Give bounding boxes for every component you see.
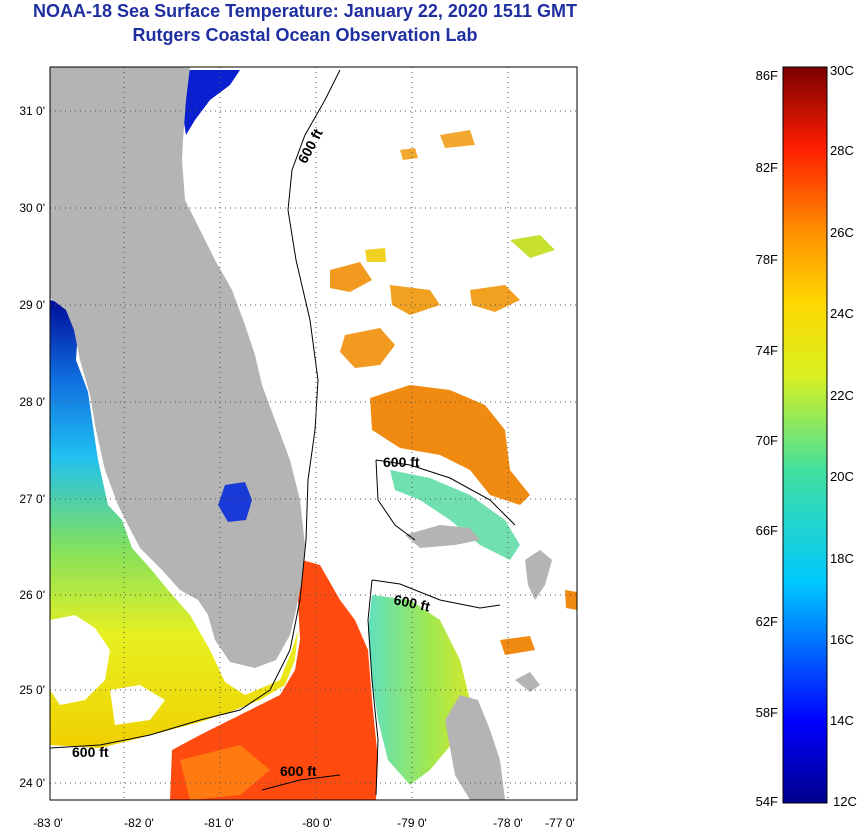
lon-tick-label: -81 0' [204, 816, 234, 830]
bahama-bank-sst [368, 595, 470, 785]
lon-tick-label: -82 0' [124, 816, 154, 830]
lat-tick-label: 26 0' [19, 588, 45, 602]
lat-tick-label: 27 0' [19, 492, 45, 506]
lat-tick-label: 25 0' [19, 683, 45, 697]
c-label: 14C [830, 713, 854, 728]
f-label: 74F [756, 343, 778, 358]
c-label: 28C [830, 143, 854, 158]
f-label: 70F [756, 433, 778, 448]
lon-tick-label: -80 0' [302, 816, 332, 830]
map-subtitle: Rutgers Coastal Ocean Observation Lab [132, 25, 478, 45]
colorbar-gradient [782, 66, 828, 804]
lat-tick-label: 24 0' [19, 776, 45, 790]
lon-tick-label: -79 0' [397, 816, 427, 830]
map-title: NOAA-18 Sea Surface Temperature: January… [33, 1, 577, 21]
lon-tick-label: -83 0' [33, 816, 63, 830]
andros-island [445, 695, 505, 800]
graticule [50, 67, 577, 800]
lat-tick-label: 29 0' [19, 298, 45, 312]
f-label: 78F [756, 252, 778, 267]
lat-tick-label: 31 0' [19, 104, 45, 118]
colorbar-fahrenheit-labels: 86F 82F 78F 74F 70F 66F 62F 58F 54F [756, 68, 778, 809]
f-label: 86F [756, 68, 778, 83]
contour-label-straits: 600 ft [280, 763, 317, 779]
c-label: 20C [830, 469, 854, 484]
contour-label-keys: 600 ft [72, 744, 109, 760]
f-label: 66F [756, 523, 778, 538]
lon-tick-label: -77 0' [545, 816, 575, 830]
f-label: 58F [756, 705, 778, 720]
f-label: 82F [756, 160, 778, 175]
c-label: 18C [830, 551, 854, 566]
map-panel: 600 ft 600 ft 600 ft 600 ft 600 ft -83 0… [19, 66, 578, 830]
c-label: 30C [830, 63, 854, 78]
c-label: 16C [830, 632, 854, 647]
c-label: 26C [830, 225, 854, 240]
c-label: 24C [830, 306, 854, 321]
f-label: 54F [756, 794, 778, 809]
colorbar-celsius-labels: 30C 28C 26C 24C 22C 20C 18C 16C 14C 12C [830, 63, 857, 809]
lon-tick-label: -78 0' [493, 816, 523, 830]
contour-label-bank: 600 ft [392, 591, 431, 614]
gulf-sst-field [50, 300, 298, 748]
f-label: 62F [756, 614, 778, 629]
longitude-axis: -83 0' -82 0' -81 0' -80 0' -79 0' -78 0… [33, 816, 575, 830]
lat-tick-label: 28 0' [19, 395, 45, 409]
c-label: 22C [830, 388, 854, 403]
c-label: 12C [833, 794, 857, 809]
atlantic-sst-patch [370, 385, 530, 505]
temperature-colorbar: 86F 82F 78F 74F 70F 66F 62F 58F 54F 30C … [756, 63, 857, 809]
gulf-stream-sst [170, 560, 378, 800]
contour-label-bahama: 600 ft [383, 454, 420, 470]
lat-tick-label: 30 0' [19, 201, 45, 215]
isobath-600ft [50, 69, 516, 796]
grand-bahama-island [405, 525, 480, 548]
latitude-axis: 31 0' 30 0' 29 0' 28 0' 27 0' 26 0' 25 0… [19, 104, 45, 790]
